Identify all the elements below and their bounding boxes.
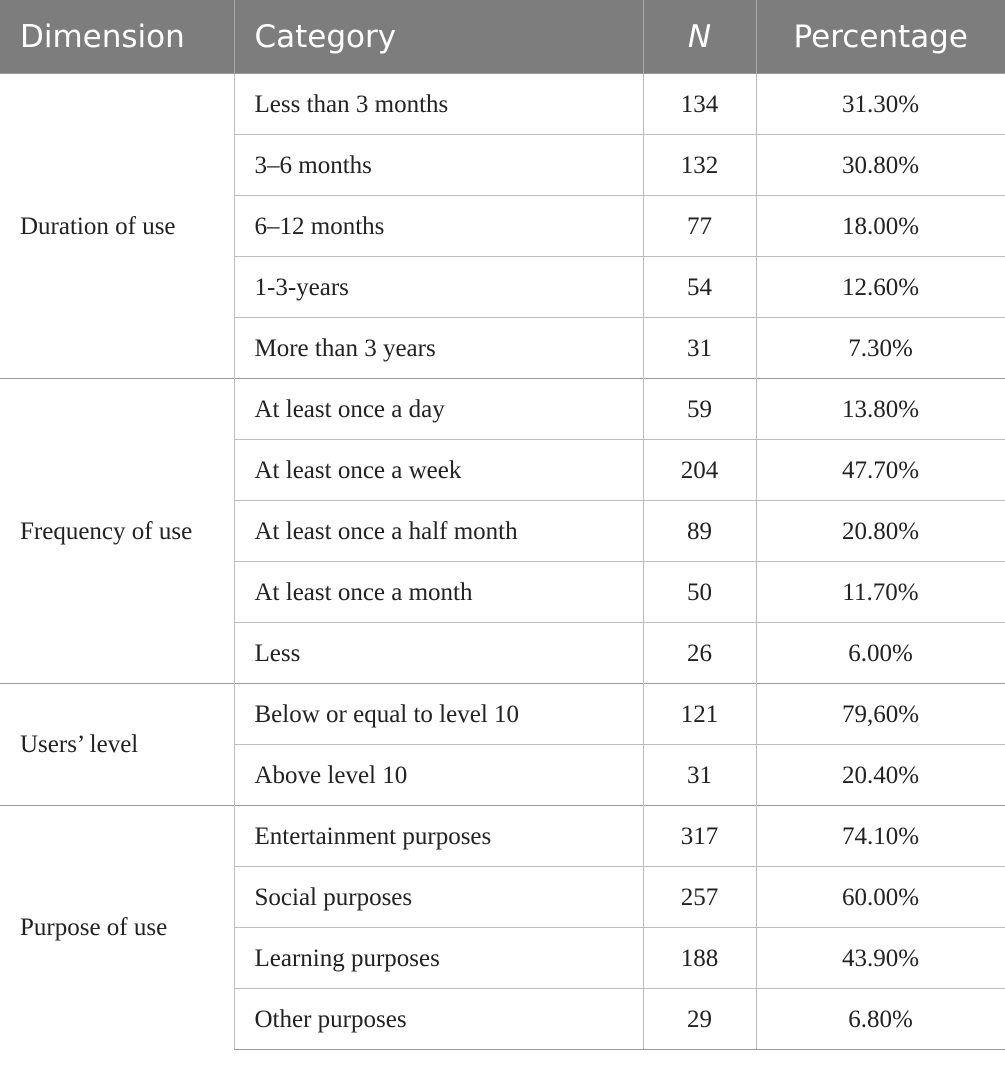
n-cell: 50 bbox=[642, 561, 756, 623]
percentage-cell: 20.40% bbox=[755, 744, 1005, 806]
category-cell: Less than 3 months bbox=[233, 73, 643, 135]
data-table: Dimension Category N Percentage Duration… bbox=[0, 0, 1005, 1050]
n-cell: 257 bbox=[642, 866, 756, 928]
category-cell: At least once a half month bbox=[233, 500, 643, 562]
n-cell: 134 bbox=[642, 73, 756, 135]
percentage-cell: 13.80% bbox=[755, 378, 1005, 440]
table-row: At least once a month 50 11.70% bbox=[0, 561, 1005, 623]
table-row: 3–6 months 132 30.80% bbox=[0, 134, 1005, 196]
dimension-cell: Frequency of use bbox=[0, 378, 234, 684]
percentage-cell: 47.70% bbox=[755, 439, 1005, 501]
category-cell: Social purposes bbox=[233, 866, 643, 928]
table-row: Learning purposes 188 43.90% bbox=[0, 927, 1005, 989]
percentage-cell: 74.10% bbox=[755, 805, 1005, 867]
n-cell: 121 bbox=[642, 683, 756, 745]
n-cell: 204 bbox=[642, 439, 756, 501]
percentage-cell: 11.70% bbox=[755, 561, 1005, 623]
table-body: Duration of use Less than 3 months 134 31.3… bbox=[0, 73, 1005, 1050]
table-row: Duration of use Less than 3 months 134 31.3… bbox=[0, 73, 1005, 379]
percentage-cell: 6.80% bbox=[755, 988, 1005, 1050]
dimension-cell: Users’ level bbox=[0, 683, 234, 806]
n-cell: 31 bbox=[642, 744, 756, 806]
percentage-cell: 30.80% bbox=[755, 134, 1005, 196]
table-row: At least once a week 204 47.70% bbox=[0, 439, 1005, 501]
percentage-cell: 43.90% bbox=[755, 927, 1005, 989]
table-row: 6–12 months 77 18.00% bbox=[0, 195, 1005, 257]
table-row: Above level 10 31 20.40% bbox=[0, 744, 1005, 806]
n-cell: 132 bbox=[642, 134, 756, 196]
category-cell: At least once a week bbox=[233, 439, 643, 501]
category-cell: At least once a day bbox=[233, 378, 643, 440]
n-cell: 317 bbox=[642, 805, 756, 867]
dimension-cell: Purpose of use bbox=[0, 805, 234, 1050]
header-percentage: Percentage bbox=[755, 0, 1005, 74]
percentage-cell: 6.00% bbox=[755, 622, 1005, 684]
table-row: Users’ level Below or equal to level 10 12… bbox=[0, 683, 1005, 806]
category-cell: More than 3 years bbox=[233, 317, 643, 379]
category-cell: Less bbox=[233, 622, 643, 684]
table-row: Social purposes 257 60.00% bbox=[0, 866, 1005, 928]
n-cell: 89 bbox=[642, 500, 756, 562]
table-row: Purpose of use Entertainment purposes 317 7… bbox=[0, 805, 1005, 1050]
n-cell: 59 bbox=[642, 378, 756, 440]
header-n: N bbox=[642, 0, 756, 74]
category-cell: 1-3-years bbox=[233, 256, 643, 318]
n-cell: 188 bbox=[642, 927, 756, 989]
percentage-cell: 31.30% bbox=[755, 73, 1005, 135]
category-cell: Entertainment purposes bbox=[233, 805, 643, 867]
table-row: Other purposes 29 6.80% bbox=[0, 988, 1005, 1050]
category-cell: 6–12 months bbox=[233, 195, 643, 257]
dimension-cell: Duration of use bbox=[0, 73, 234, 379]
category-cell: Above level 10 bbox=[233, 744, 643, 806]
percentage-cell: 12.60% bbox=[755, 256, 1005, 318]
percentage-cell: 20.80% bbox=[755, 500, 1005, 562]
n-cell: 77 bbox=[642, 195, 756, 257]
percentage-cell: 18.00% bbox=[755, 195, 1005, 257]
percentage-cell: 60.00% bbox=[755, 866, 1005, 928]
table-row: More than 3 years 31 7.30% bbox=[0, 317, 1005, 379]
table-row: Frequency of use At least once a day 59 13.… bbox=[0, 378, 1005, 684]
category-cell: At least once a month bbox=[233, 561, 643, 623]
category-cell: Below or equal to level 10 bbox=[233, 683, 643, 745]
n-cell: 29 bbox=[642, 988, 756, 1050]
percentage-cell: 79,60% bbox=[755, 683, 1005, 745]
n-cell: 54 bbox=[642, 256, 756, 318]
table-row: At least once a half month 89 20.80% bbox=[0, 500, 1005, 562]
category-cell: Other purposes bbox=[233, 988, 643, 1050]
table-row: Less 26 6.00% bbox=[0, 622, 1005, 684]
n-cell: 26 bbox=[642, 622, 756, 684]
category-cell: 3–6 months bbox=[233, 134, 643, 196]
header-row: Dimension Category N Percentage bbox=[0, 0, 1005, 74]
percentage-cell: 7.30% bbox=[755, 317, 1005, 379]
n-cell: 31 bbox=[642, 317, 756, 379]
header-category: Category bbox=[233, 0, 643, 74]
header-dimension: Dimension bbox=[0, 0, 234, 74]
table-header: Dimension Category N Percentage bbox=[0, 0, 1005, 74]
table-row: 1-3-years 54 12.60% bbox=[0, 256, 1005, 318]
category-cell: Learning purposes bbox=[233, 927, 643, 989]
